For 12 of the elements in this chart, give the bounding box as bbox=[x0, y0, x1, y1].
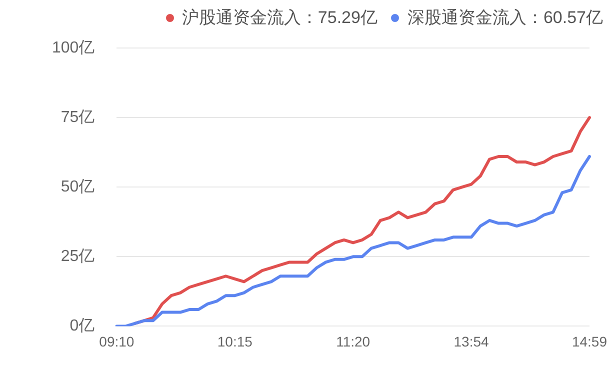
x-tick-label: 10:15 bbox=[217, 333, 253, 350]
y-tick-label: 25亿 bbox=[60, 248, 95, 266]
y-tick-label: 75亿 bbox=[60, 108, 95, 126]
y-tick-label: 50亿 bbox=[60, 178, 95, 196]
x-tick-label: 14:59 bbox=[572, 333, 608, 350]
legend-label: 深股通资金流入：60.57亿 bbox=[407, 7, 603, 29]
x-tick-label: 11:20 bbox=[336, 333, 370, 350]
y-tick-label: 100亿 bbox=[52, 39, 95, 56]
x-tick-label: 09:10 bbox=[99, 333, 134, 350]
x-tick-label: 13:54 bbox=[454, 333, 490, 350]
legend-label: 沪股通资金流入：75.29亿 bbox=[182, 7, 378, 29]
y-tick-label: 0亿 bbox=[70, 318, 95, 335]
